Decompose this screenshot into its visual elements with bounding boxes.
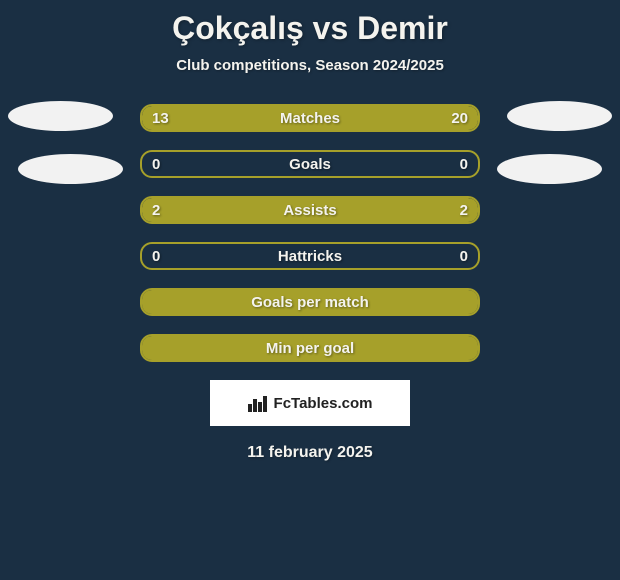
stat-bar: 22Assists bbox=[140, 196, 480, 224]
stat-label: Matches bbox=[142, 106, 478, 130]
stat-label: Hattricks bbox=[142, 244, 478, 268]
player-left-photo-2 bbox=[18, 154, 123, 184]
page-title: Çokçalış vs Demir bbox=[0, 0, 620, 47]
chart-bars-icon bbox=[248, 394, 268, 412]
stat-bar: Min per goal bbox=[140, 334, 480, 362]
stats-container: 1320Matches 00Goals 22Assists 00Hattricks Go… bbox=[0, 104, 620, 362]
page-subtitle: Club competitions, Season 2024/2025 bbox=[0, 57, 620, 74]
stat-bar: 00Goals bbox=[140, 150, 480, 178]
stat-bar: Goals per match bbox=[140, 288, 480, 316]
brand-box[interactable]: FcTables.com bbox=[210, 380, 410, 426]
date-label: 11 february 2025 bbox=[0, 444, 620, 462]
stat-label: Goals per match bbox=[142, 290, 478, 314]
player-left-photo-1 bbox=[8, 101, 113, 131]
stat-bars: 1320Matches 00Goals 22Assists 00Hattricks Go… bbox=[0, 104, 620, 362]
player-right-photo-2 bbox=[497, 154, 602, 184]
stat-label: Assists bbox=[142, 198, 478, 222]
stat-label: Min per goal bbox=[142, 336, 478, 360]
player-right-photo-1 bbox=[507, 101, 612, 131]
stat-label: Goals bbox=[142, 152, 478, 176]
brand-label: FcTables.com bbox=[274, 395, 373, 412]
stat-bar: 1320Matches bbox=[140, 104, 480, 132]
stat-bar: 00Hattricks bbox=[140, 242, 480, 270]
